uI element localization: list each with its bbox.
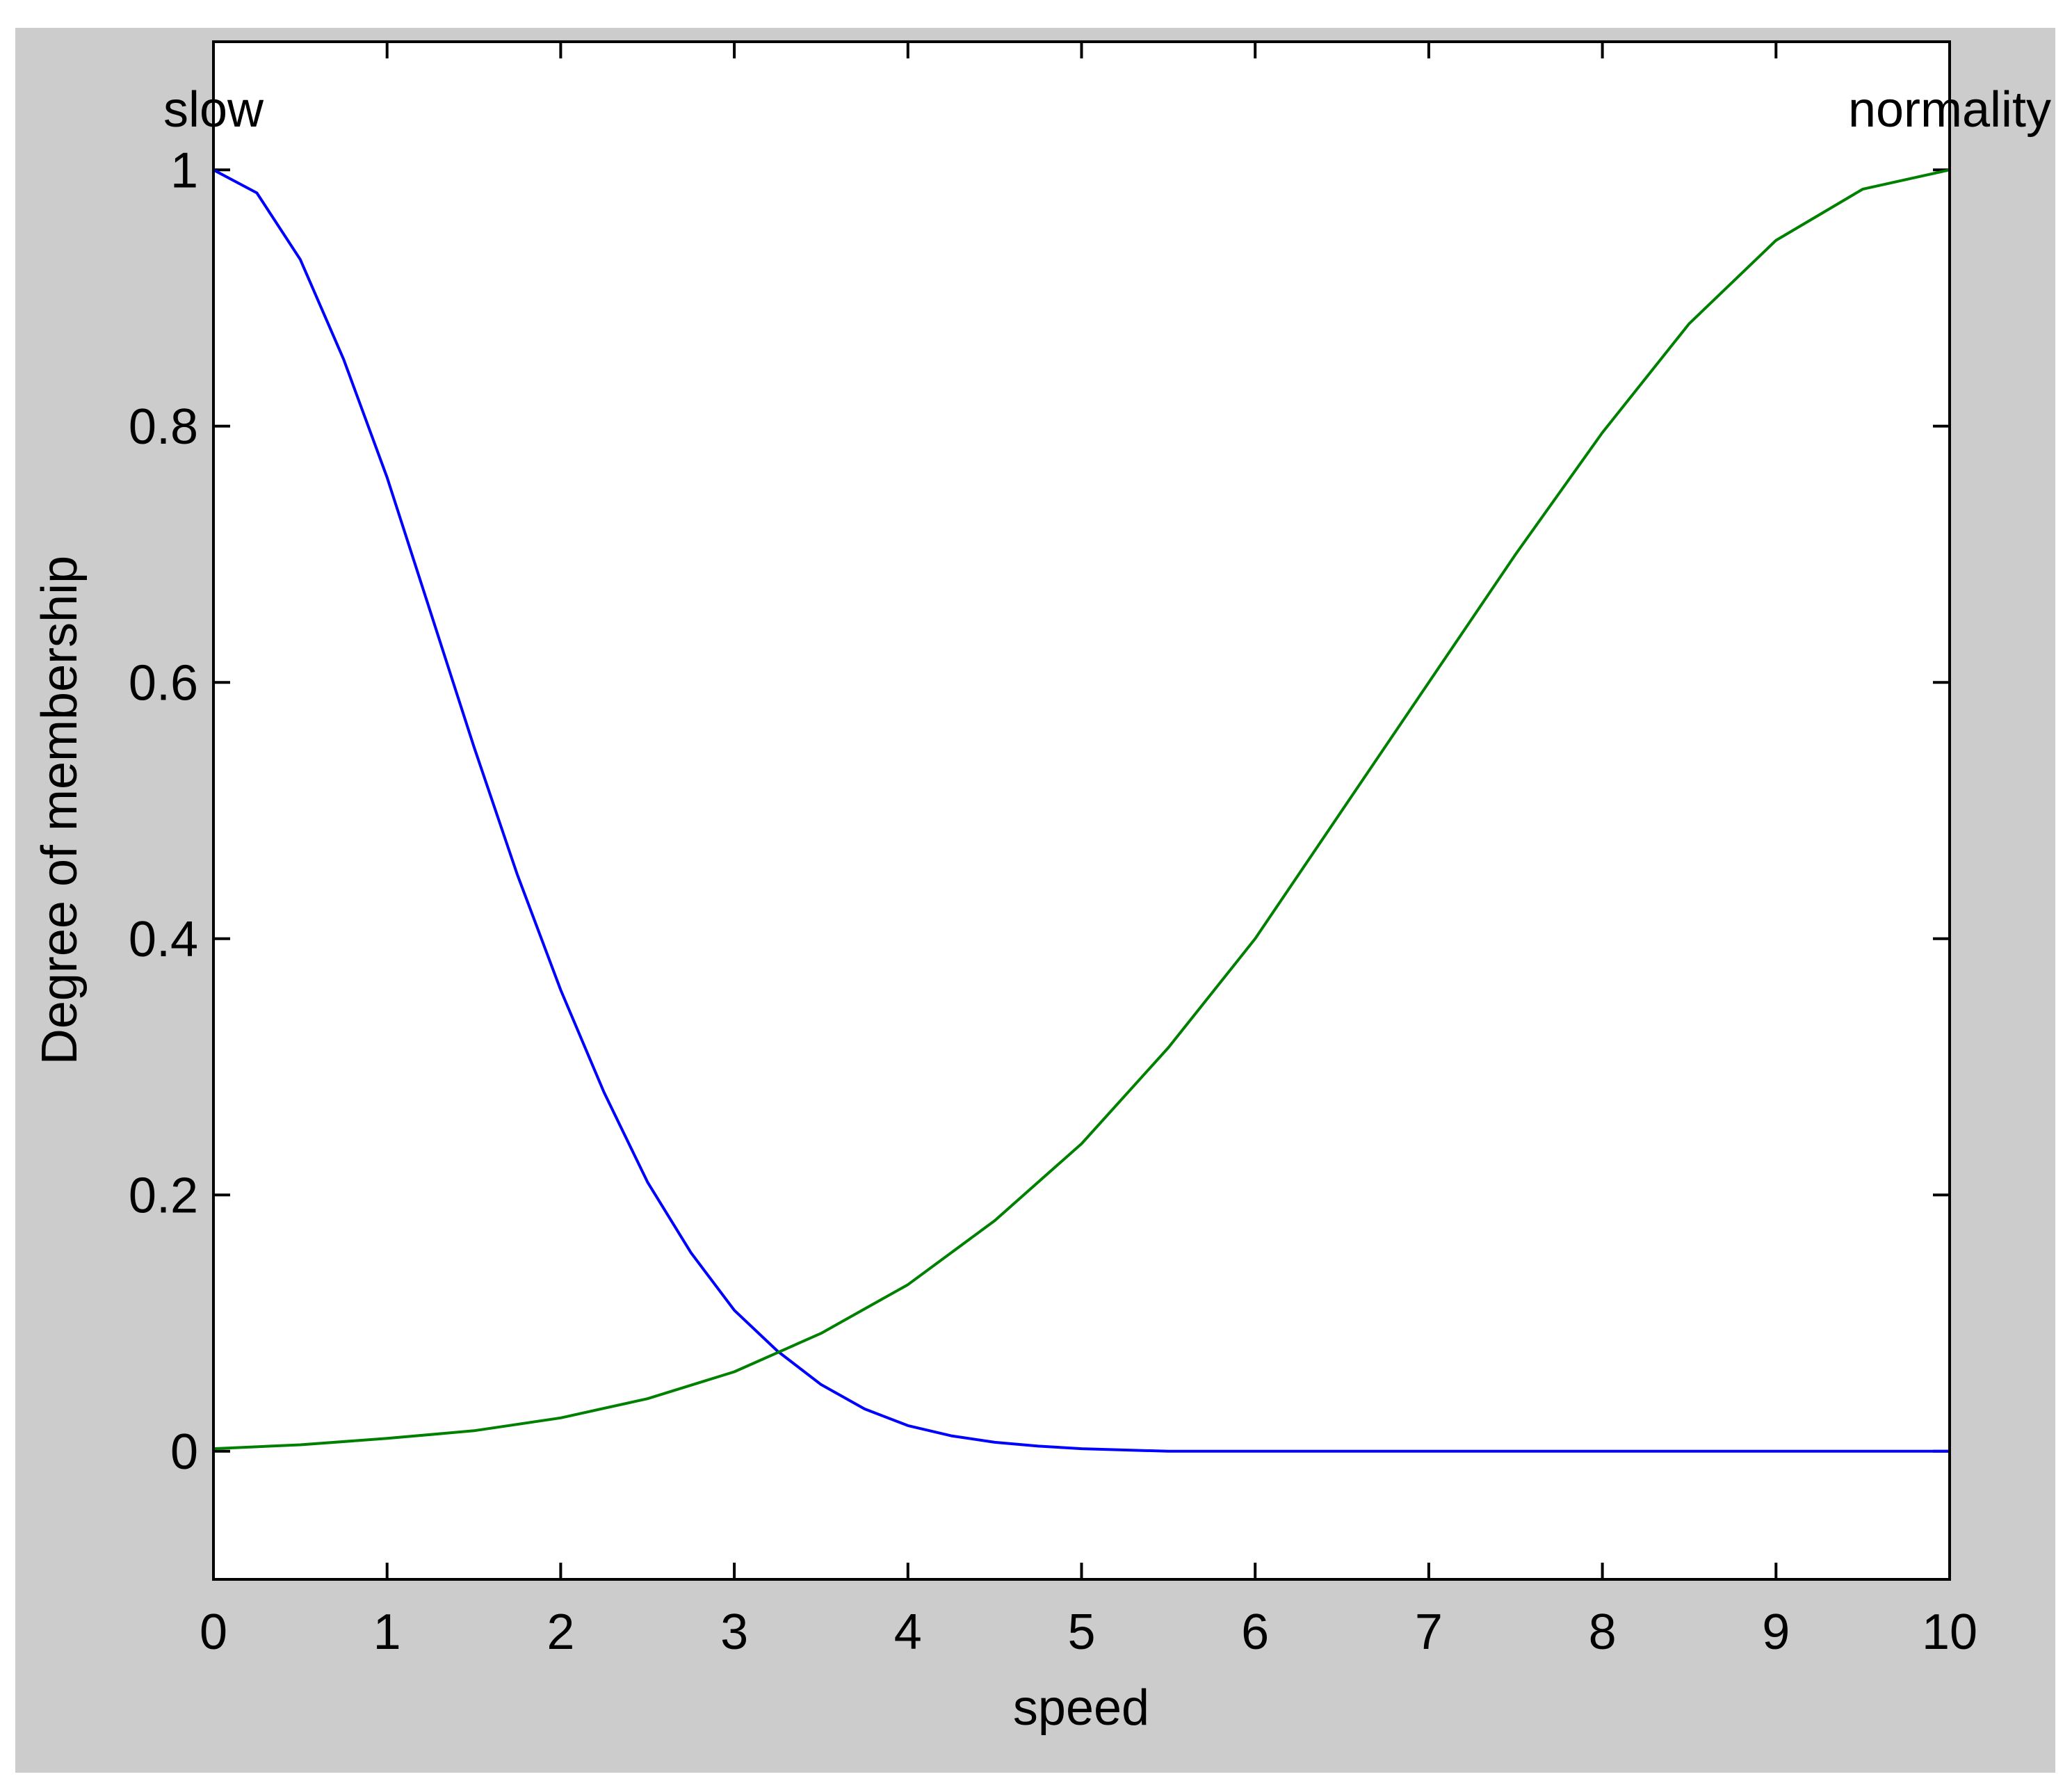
- x-tick-label: 7: [1415, 1604, 1443, 1660]
- x-tick-label: 9: [1762, 1604, 1790, 1660]
- y-tick-label: 0.6: [129, 655, 198, 711]
- tick-labels: 0 1 2 3 4 5 6 7 8 9 10 0 0.2 0.4 0.6 0.8 1: [129, 143, 1977, 1660]
- tick-marks: [212, 42, 1951, 1579]
- x-tick-label: 6: [1241, 1604, 1269, 1660]
- y-tick-label: 0: [170, 1424, 198, 1480]
- series-layer: [213, 168, 1950, 1453]
- x-tick-label: 10: [1922, 1604, 1977, 1660]
- y-axis-label: Degree of membership: [32, 556, 88, 1065]
- x-tick-label: 2: [547, 1604, 574, 1660]
- series-line-normality: [213, 168, 1950, 1451]
- y-tick-label: 0.2: [129, 1168, 198, 1223]
- x-axis-label: speed: [1013, 1680, 1149, 1736]
- annotation-slow: slow: [163, 82, 264, 138]
- x-tick-label: 8: [1589, 1604, 1617, 1660]
- plot-area: [213, 42, 1950, 1579]
- annotation-layer: slow normality: [163, 82, 2051, 138]
- x-tick-label: 4: [894, 1604, 922, 1660]
- y-tick-label: 0.4: [129, 912, 198, 967]
- axes-frame: [212, 40, 1951, 1581]
- y-tick-label: 0.8: [129, 399, 198, 455]
- x-tick-label: 0: [200, 1604, 227, 1660]
- x-tick-label: 1: [373, 1604, 401, 1660]
- x-tick-label: 5: [1067, 1604, 1095, 1660]
- x-tick-label: 3: [720, 1604, 748, 1660]
- y-tick-label: 1: [170, 143, 198, 198]
- annotation-normality: normality: [1848, 82, 2051, 138]
